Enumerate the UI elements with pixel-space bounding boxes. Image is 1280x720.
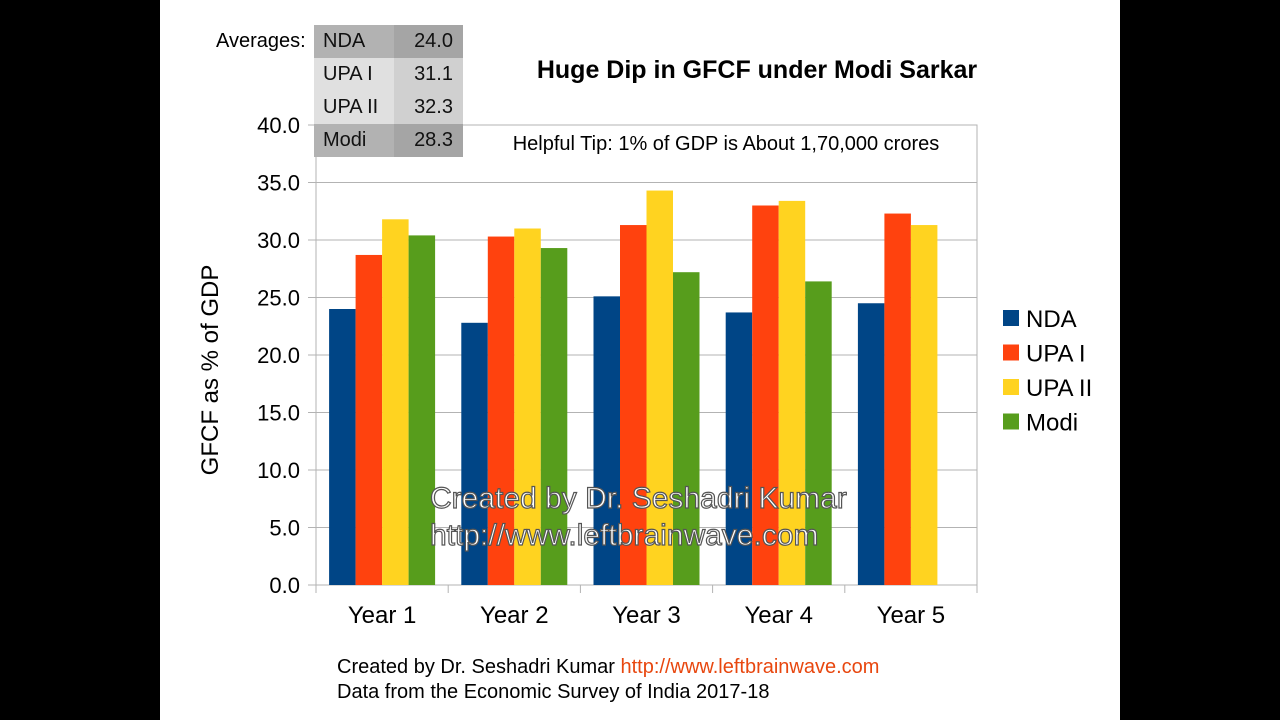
- bar: [646, 190, 673, 586]
- y-axis-label: GFCF as % of GDP: [197, 265, 224, 476]
- averages-name: UPA II: [314, 91, 394, 124]
- bar: [752, 205, 779, 585]
- y-tick-label: 15.0: [257, 401, 300, 426]
- bar: [673, 272, 700, 585]
- bar: [805, 281, 832, 585]
- y-tick-label: 25.0: [257, 286, 300, 311]
- x-tick-label: Year 1: [348, 602, 417, 629]
- legend-swatch: [1003, 344, 1019, 361]
- legend-swatch: [1003, 310, 1019, 326]
- averages-value: 32.3: [394, 91, 463, 124]
- footer-link[interactable]: http://www.leftbrainwave.com: [620, 656, 880, 678]
- bar: [593, 296, 620, 585]
- footer-credit-text: Created by Dr. Seshadri Kumar: [337, 656, 615, 678]
- bar: [910, 225, 938, 586]
- bar: [514, 228, 541, 585]
- watermark-text: http://www.leftbrainwave.com: [430, 519, 819, 552]
- averages-name: UPA I: [314, 58, 394, 91]
- bar: [355, 254, 383, 585]
- averages-row: UPA I 31.1: [314, 58, 463, 91]
- bar: [857, 303, 885, 585]
- y-tick-label: 0.0: [269, 573, 300, 598]
- averages-value: 31.1: [394, 58, 463, 91]
- y-tick-label: 20.0: [257, 343, 300, 368]
- x-tick-label: Year 5: [877, 602, 946, 629]
- bar: [329, 309, 356, 585]
- bar: [461, 322, 488, 585]
- averages-name: NDA: [314, 25, 394, 58]
- bar: [382, 219, 409, 586]
- chart-title: Huge Dip in GFCF under Modi Sarkar: [537, 56, 978, 84]
- x-tick-label: Year 2: [480, 602, 549, 629]
- y-tick-label: 5.0: [269, 516, 300, 541]
- legend-swatch: [1003, 413, 1019, 430]
- footer-credit: Created by Dr. Seshadri Kumar http://www…: [337, 656, 879, 679]
- averages-name: Modi: [314, 124, 394, 157]
- averages-table: NDA 24.0 UPA I 31.1 UPA II 32.3 Modi 28.…: [314, 25, 463, 157]
- legend-label: Modi: [1026, 410, 1078, 437]
- averages-row: NDA 24.0: [314, 25, 463, 58]
- footer-source: Data from the Economic Survey of India 2…: [337, 681, 770, 703]
- y-tick-label: 30.0: [257, 228, 300, 253]
- bar: [620, 225, 647, 586]
- averages-value: 28.3: [394, 124, 463, 157]
- chart-annotation: Helpful Tip: 1% of GDP is About 1,70,000…: [513, 133, 940, 155]
- bar: [540, 248, 568, 586]
- y-tick-label: 35.0: [257, 171, 300, 196]
- bar: [778, 200, 806, 585]
- averages-label: Averages:: [216, 30, 306, 52]
- bar: [725, 312, 753, 585]
- averages-value: 24.0: [394, 25, 463, 58]
- y-tick-label: 10.0: [257, 458, 300, 483]
- legend-label: UPA II: [1026, 375, 1092, 402]
- bar: [487, 236, 515, 586]
- bar: [408, 235, 436, 585]
- x-tick-label: Year 4: [744, 602, 813, 629]
- y-tick-label: 40.0: [257, 113, 300, 138]
- averages-row: Modi 28.3: [314, 124, 463, 157]
- legend-swatch: [1003, 379, 1019, 395]
- averages-row: UPA II 32.3: [314, 91, 463, 124]
- legend-label: NDA: [1026, 306, 1077, 333]
- x-tick-label: Year 3: [612, 602, 681, 629]
- bar: [884, 213, 911, 586]
- legend-label: UPA I: [1026, 341, 1086, 368]
- watermark-text: Created by Dr. Seshadri Kumar: [430, 482, 847, 515]
